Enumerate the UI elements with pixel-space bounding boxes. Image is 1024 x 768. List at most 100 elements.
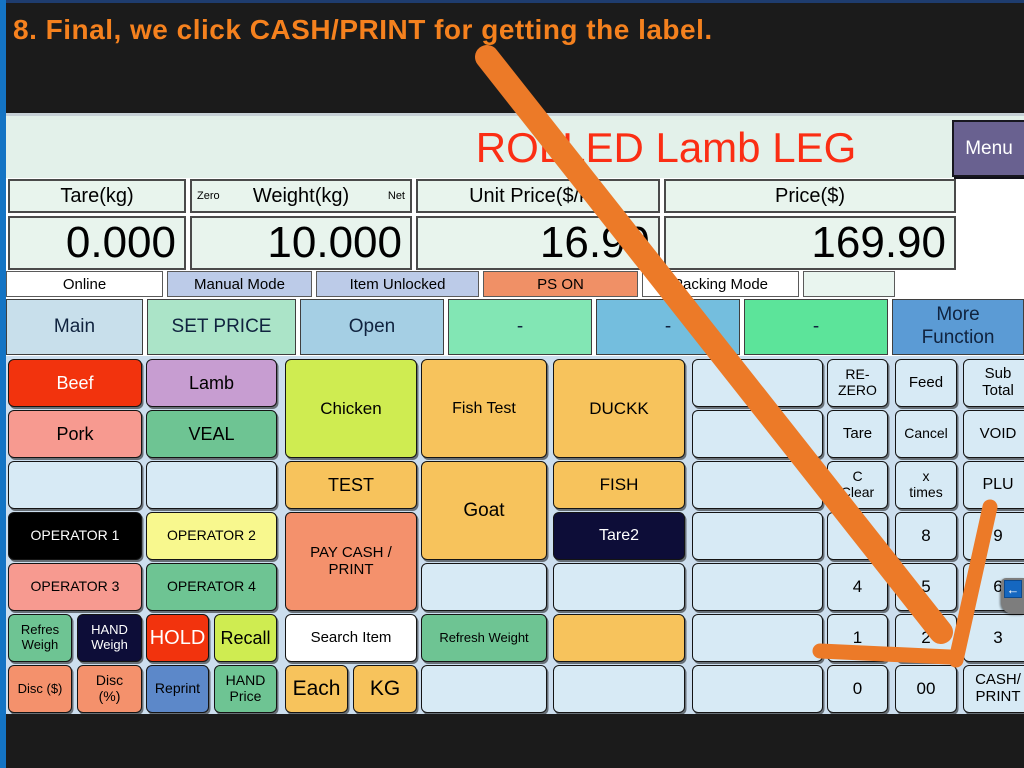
veal-button[interactable]: VEAL [146,410,277,458]
empty-r7c4-cell[interactable] [421,665,547,713]
status-blank [803,271,895,297]
duckk-button[interactable]: DUCKK [553,359,685,458]
empty-r2c6-cell[interactable] [692,410,823,458]
pork-button[interactable]: Pork [8,410,142,458]
chicken-button[interactable]: Chicken [285,359,417,458]
operator-2-button[interactable]: OPERATOR 2 [146,512,277,560]
key-0-button[interactable]: 0 [827,665,888,713]
empty-r3c2-cell[interactable] [146,461,277,509]
void-button[interactable]: VOID [963,410,1024,458]
window-top-border [0,0,1024,3]
price-header: Price($) [664,179,956,213]
zero-indicator: Zero [197,190,220,202]
empty-r1c6-cell[interactable] [692,359,823,407]
cancel-button[interactable]: Cancel [895,410,957,458]
operator-1-button[interactable]: OPERATOR 1 [8,512,142,560]
tare2-button[interactable]: Tare2 [553,512,685,560]
weight-value: 10.000 [190,216,412,270]
key-2-button[interactable]: 2 [895,614,957,662]
refresh-weight-button[interactable]: Refresh Weight [421,614,547,662]
kg-button[interactable]: KG [353,665,417,713]
left-arrow-icon: ← [1004,580,1022,598]
hold-button[interactable]: HOLD [146,614,209,662]
sub-total-button[interactable]: Sub Total [963,359,1024,407]
key-1-button[interactable]: 1 [827,614,888,662]
c-clear-button[interactable]: C Clear [827,461,888,509]
hand-price-button[interactable]: HAND Price [214,665,277,713]
disc-percent-button[interactable]: Disc (%) [77,665,142,713]
empty-r5c4-cell[interactable] [421,563,547,611]
x-times-button[interactable]: x times [895,461,957,509]
key-5-button[interactable]: 5 [895,563,957,611]
tare-button[interactable]: Tare [827,410,888,458]
each-button[interactable]: Each [285,665,348,713]
empty-r4c6-cell[interactable] [692,512,823,560]
bottom-black-bar [6,714,1024,768]
cash-print-button[interactable]: CASH/ PRINT [963,665,1024,713]
operator-4-button[interactable]: OPERATOR 4 [146,563,277,611]
feed-button[interactable]: Feed [895,359,957,407]
beef-button[interactable]: Beef [8,359,142,407]
status-ps-on: PS ON [483,271,638,297]
title-bar: ROLLED Lamb LEG [6,116,1024,178]
empty-r5c5-cell[interactable] [553,563,685,611]
annotation-step-text: 8. Final, we click CASH/PRINT for gettin… [13,14,713,45]
key-4-button[interactable]: 4 [827,563,888,611]
tab-main[interactable]: Main [6,299,143,355]
unit-price-value: 16.99 [416,216,660,270]
tab-dash-3[interactable]: - [448,299,592,355]
current-item-title: ROLLED Lamb LEG [475,124,857,171]
empty-r5c6-cell[interactable] [692,563,823,611]
unit-price-header: Unit Price($/kg) [416,179,660,213]
key-7-button[interactable]: 7 [827,512,888,560]
scale-app-window: ROLLED Lamb LEG Menu Tare(kg) Zero Weigh… [6,113,1024,717]
empty-r6c6-cell[interactable] [692,614,823,662]
status-online: Online [6,271,163,297]
empty-r3c1-cell[interactable] [8,461,142,509]
lamb-button[interactable]: Lamb [146,359,277,407]
tab-dash-5[interactable]: - [744,299,888,355]
tab-more-function[interactable]: More Function [892,299,1024,355]
operator-3-button[interactable]: OPERATOR 3 [8,563,142,611]
fish-button[interactable]: FISH [553,461,685,509]
remote-support-edge-tab[interactable]: ← [1001,578,1024,614]
status-manual-mode: Manual Mode [167,271,312,297]
tare-header-label: Tare(kg) [60,184,134,207]
empty-r7c6-cell[interactable] [692,665,823,713]
empty-r7c5-cell[interactable] [553,665,685,713]
price-value: 169.90 [664,216,956,270]
key-8-button[interactable]: 8 [895,512,957,560]
pay-cash-print-button[interactable]: PAY CASH / PRINT [285,512,417,611]
unit-price-header-label: Unit Price($/kg) [469,184,607,207]
menu-button[interactable]: Menu [952,120,1024,177]
tab-set-price[interactable]: SET PRICE [147,299,296,355]
key-00-button[interactable]: 00 [895,665,957,713]
plu-key-grid: Beef Lamb Chicken Fish Test DUCKK RE- ZERO Fee… [6,356,1024,717]
status-packing-mode: Packing Mode [642,271,799,297]
tare-header: Tare(kg) [8,179,186,213]
tab-dash-4[interactable]: - [596,299,740,355]
re-zero-button[interactable]: RE- ZERO [827,359,888,407]
price-header-label: Price($) [774,184,845,207]
tab-open[interactable]: Open [300,299,444,355]
net-indicator: Net [387,190,405,202]
disc-dollar-button[interactable]: Disc ($) [8,665,72,713]
search-item-button[interactable]: Search Item [285,614,417,662]
status-item-unlocked: Item Unlocked [316,271,479,297]
weight-header-label: Weight(kg) [252,184,350,207]
tare-value: 0.000 [8,216,186,270]
weight-header: Zero Weight(kg) Net [190,179,412,213]
window-left-border [0,0,6,768]
refresh-weigh-button[interactable]: Refres Weigh [8,614,72,662]
key-3-button[interactable]: 3 [963,614,1024,662]
hand-weigh-button[interactable]: HAND Weigh [77,614,142,662]
plu-button[interactable]: PLU [963,461,1024,509]
empty-r6c5-cell[interactable] [553,614,685,662]
goat-button[interactable]: Goat [421,461,547,560]
fish-test-button[interactable]: Fish Test [421,359,547,458]
key-9-button[interactable]: 9 [963,512,1024,560]
recall-button[interactable]: Recall [214,614,277,662]
reprint-button[interactable]: Reprint [146,665,209,713]
test-button[interactable]: TEST [285,461,417,509]
empty-r3c6-cell[interactable] [692,461,823,509]
